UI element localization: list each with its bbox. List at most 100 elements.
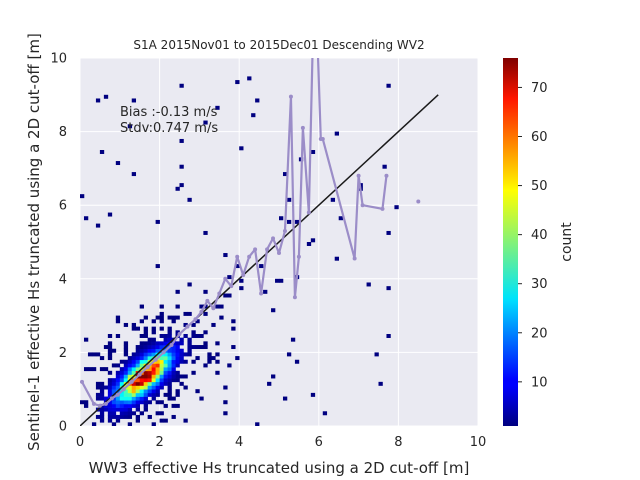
- heatmap-cell: [187, 341, 192, 346]
- heatmap-cell: [143, 356, 148, 361]
- heatmap-cell: [294, 219, 300, 224]
- heatmap-cell: [171, 414, 176, 419]
- heatmap-cell: [131, 381, 137, 386]
- heatmap-cell: [175, 378, 180, 383]
- heatmap-cell: [127, 124, 133, 129]
- binned-median-point: [235, 254, 240, 259]
- heatmap-cell: [147, 400, 152, 405]
- heatmap-cell: [151, 341, 156, 346]
- heatmap-cell: [163, 370, 168, 375]
- heatmap-cell: [111, 407, 117, 412]
- heatmap-cell: [151, 330, 156, 335]
- heatmap-cell: [167, 337, 172, 342]
- heatmap-cell: [191, 330, 196, 335]
- heatmap-cell: [123, 363, 129, 368]
- density-heatmap: [80, 76, 399, 426]
- heatmap-cell: [131, 172, 137, 177]
- heatmap-cell: [123, 400, 129, 405]
- heatmap-cell: [175, 315, 180, 320]
- heatmap-cell: [282, 396, 288, 401]
- binned-median-point: [229, 284, 234, 289]
- heatmap-cell: [147, 378, 152, 383]
- heatmap-cell: [203, 363, 208, 368]
- heatmap-cell: [107, 334, 113, 338]
- heatmap-cell: [366, 282, 371, 287]
- heatmap-cell: [282, 172, 288, 177]
- heatmap-cell: [99, 367, 105, 372]
- overlay-lines: [80, 19, 439, 426]
- heatmap-cell: [179, 341, 184, 346]
- binned-median-point: [315, 19, 319, 23]
- heatmap-cell: [203, 341, 208, 346]
- heatmap-cell: [155, 315, 160, 320]
- chart-title: S1A 2015Nov01 to 2015Dec01 Descending WV…: [133, 38, 424, 52]
- heatmap-cell: [147, 374, 152, 379]
- heatmap-cell: [179, 348, 184, 353]
- heatmap-cell: [223, 253, 228, 258]
- heatmap-cell: [119, 407, 125, 412]
- heatmap-cell: [227, 275, 232, 280]
- heatmap-cell: [135, 400, 140, 405]
- colorbar-ticks: 10 20 30 40 50 60 70: [518, 81, 548, 390]
- heatmap-cell: [115, 400, 121, 405]
- heatmap-cell: [143, 334, 148, 338]
- heatmap-cell: [143, 341, 148, 346]
- heatmap-cell: [123, 403, 129, 408]
- heatmap-cell: [187, 282, 192, 287]
- heatmap-cell: [147, 392, 152, 397]
- heatmap-cell: [183, 352, 188, 357]
- binned-median-point: [241, 273, 246, 278]
- heatmap-cell: [386, 334, 391, 338]
- heatmap-cell: [207, 352, 212, 357]
- heatmap-cell: [131, 359, 137, 364]
- heatmap-cell: [294, 359, 300, 364]
- heatmap-cell: [247, 76, 252, 81]
- x-tick-label: 0: [76, 435, 84, 450]
- heatmap-cell: [151, 345, 156, 350]
- heatmap-cell: [111, 378, 117, 383]
- heatmap-cell: [127, 367, 133, 372]
- heatmap-cell: [239, 278, 244, 283]
- heatmap-cell: [330, 197, 336, 202]
- heatmap-cell: [107, 378, 113, 383]
- binned-median-point: [177, 332, 182, 336]
- binned-median-point: [277, 251, 281, 256]
- heatmap-cell: [127, 359, 133, 364]
- heatmap-cell: [123, 392, 129, 397]
- heatmap-cell: [131, 400, 137, 405]
- heatmap-cell: [195, 334, 200, 338]
- heatmap-cell: [179, 183, 184, 188]
- heatmap-cell: [191, 370, 196, 375]
- heatmap-cell: [107, 212, 113, 217]
- heatmap-cell: [286, 352, 292, 357]
- heatmap-cell: [394, 205, 399, 210]
- heatmap-cell: [123, 322, 129, 327]
- heatmap-cell: [286, 197, 292, 202]
- heatmap-cell: [107, 348, 113, 353]
- heatmap-cell: [322, 411, 328, 416]
- heatmap-cell: [159, 418, 164, 423]
- binned-median-point: [109, 396, 114, 401]
- heatmap-cell: [155, 341, 160, 346]
- heatmap-cell: [151, 326, 156, 331]
- binned-median-point: [137, 372, 142, 377]
- heatmap-cell: [151, 396, 156, 401]
- heatmap-cell: [227, 293, 232, 298]
- heatmap-cell: [99, 418, 105, 423]
- heatmap-cell: [159, 326, 164, 331]
- heatmap-cell: [215, 105, 220, 110]
- heatmap-cell: [119, 374, 125, 379]
- heatmap-cell: [179, 352, 184, 357]
- heatmap-cell: [187, 337, 192, 342]
- heatmap-cell: [99, 396, 105, 401]
- heatmap-cell: [83, 400, 89, 405]
- heatmap-cell: [163, 367, 168, 372]
- heatmap-cell: [87, 352, 93, 357]
- y-tick-label: 10: [50, 52, 67, 67]
- heatmap-cell: [91, 352, 97, 357]
- heatmap-cell: [131, 411, 137, 416]
- heatmap-cell: [135, 385, 140, 390]
- heatmap-cell: [115, 385, 121, 390]
- heatmap-cell: [179, 356, 184, 361]
- heatmap-cell: [95, 392, 101, 397]
